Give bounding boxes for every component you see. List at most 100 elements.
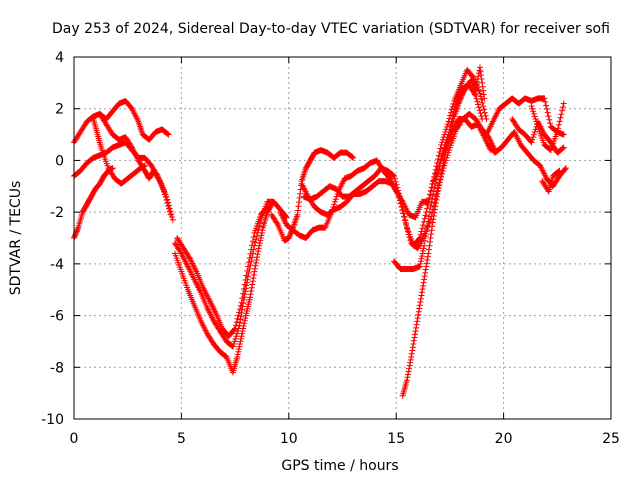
data-point <box>533 118 540 125</box>
data-point <box>391 172 398 179</box>
data-point <box>455 100 462 107</box>
data-point <box>528 103 535 110</box>
data-point <box>473 95 480 102</box>
data-point <box>469 81 476 88</box>
data-point <box>240 290 247 297</box>
data-point <box>423 228 430 235</box>
data-point <box>406 362 413 369</box>
data-point <box>401 213 408 220</box>
data-point <box>249 242 256 249</box>
data-point <box>424 205 431 212</box>
data-point <box>331 201 338 208</box>
data-point <box>481 109 488 116</box>
data-point <box>478 72 485 79</box>
data-point <box>398 199 405 206</box>
data-point <box>395 190 402 197</box>
data-point <box>423 263 430 270</box>
data-point <box>349 154 356 161</box>
data-point <box>250 271 257 278</box>
y-tick-label: -4 <box>50 257 64 273</box>
data-point <box>530 131 537 138</box>
data-point <box>249 238 256 245</box>
data-point <box>421 273 428 280</box>
y-tick-label: 0 <box>55 153 64 169</box>
data-point <box>458 94 465 101</box>
data-point <box>411 334 418 341</box>
data-point <box>419 250 426 257</box>
data-point <box>250 275 257 282</box>
data-point <box>407 356 414 363</box>
data-point <box>417 258 424 265</box>
data-point <box>438 156 445 163</box>
data-point <box>422 269 429 276</box>
data-point <box>477 110 484 117</box>
data-point <box>412 328 419 335</box>
data-point <box>236 306 243 313</box>
data-point <box>333 193 340 200</box>
data-point <box>541 95 548 102</box>
data-point <box>555 121 562 128</box>
data-point <box>242 315 249 322</box>
data-point <box>479 116 486 123</box>
data-point <box>238 335 245 342</box>
data-point <box>439 162 446 169</box>
data-point <box>559 104 566 111</box>
plot-frame <box>73 56 612 420</box>
data-point <box>403 221 410 228</box>
data-point <box>475 101 482 108</box>
data-point <box>248 284 255 291</box>
data-point <box>456 97 463 104</box>
data-point <box>235 348 242 355</box>
data-points <box>71 64 569 399</box>
y-tick-label: 4 <box>55 50 64 66</box>
data-point <box>409 347 416 354</box>
data-point <box>236 319 243 326</box>
data-point <box>258 232 265 239</box>
data-point <box>238 299 245 306</box>
data-point <box>286 233 293 240</box>
data-point <box>165 131 172 138</box>
data-point <box>546 116 553 123</box>
data-point <box>529 105 536 112</box>
data-point <box>421 276 428 283</box>
data-point <box>545 113 552 120</box>
data-point <box>240 322 247 329</box>
data-point <box>418 228 425 235</box>
data-point <box>531 113 538 120</box>
data-point <box>417 260 424 267</box>
data-point <box>254 251 261 258</box>
data-point <box>163 193 170 200</box>
data-point <box>404 374 411 381</box>
data-point <box>427 235 434 241</box>
data-point <box>542 98 549 105</box>
data-point <box>399 203 406 210</box>
data-point <box>408 353 415 360</box>
data-point <box>166 205 173 212</box>
x-tick-label: 25 <box>602 431 620 447</box>
data-point <box>421 237 428 244</box>
data-point <box>481 106 487 113</box>
data-point <box>416 302 423 309</box>
data-point <box>468 77 475 84</box>
y-tick-label: -2 <box>50 205 64 221</box>
data-point <box>254 254 261 261</box>
data-point <box>287 231 294 238</box>
data-point <box>332 196 339 203</box>
x-tick-label: 10 <box>280 431 298 447</box>
data-point <box>481 95 488 102</box>
data-point <box>73 228 80 235</box>
data-point <box>418 289 425 296</box>
data-point <box>234 315 241 322</box>
data-point <box>391 175 398 182</box>
data-point <box>74 225 81 232</box>
data-point <box>397 196 404 203</box>
data-point <box>426 194 433 201</box>
data-point <box>556 118 563 125</box>
data-point <box>408 350 415 357</box>
data-point <box>235 312 242 319</box>
data-point <box>231 326 238 333</box>
data-point <box>418 253 425 260</box>
data-point <box>433 196 440 203</box>
data-point <box>239 295 246 302</box>
data-point <box>469 79 476 86</box>
